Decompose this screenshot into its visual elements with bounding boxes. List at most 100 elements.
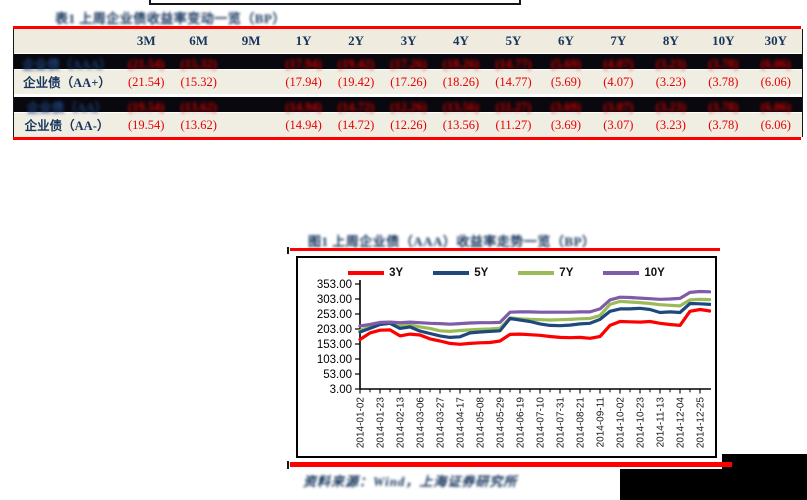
y-tick-label: 353.00 — [317, 279, 352, 291]
row-label-cell: 企业债（AA） — [14, 97, 120, 117]
table-cell: (17.94) — [277, 73, 329, 91]
table-header-cell: 9M — [241, 33, 261, 48]
y-tick-label: 203.00 — [317, 324, 352, 336]
table-title: 表1 上周企业债收益率变动一览（BP） — [55, 11, 286, 26]
table-cell: (19.42) — [330, 73, 382, 91]
table-row-redacted: 企业债（AA） (19.54) (13.62) (14.94) (14.72) (12.2… — [14, 97, 802, 115]
value-text: (12.26) — [390, 118, 427, 132]
x-tick-label: 2014-01-23 — [376, 397, 387, 449]
top-partial-rule-left-stub — [149, 0, 151, 5]
table-cell: (15.32) — [172, 55, 224, 73]
table-cell: (3.78) — [697, 98, 749, 116]
chart-top-rule — [290, 248, 720, 251]
table-header-cell: 30Y — [764, 33, 787, 48]
x-tick-label: 2014-06-19 — [516, 397, 527, 449]
x-tick-label: 2014-10-02 — [616, 397, 627, 449]
table-header-cell: 3Y — [400, 33, 417, 48]
value-text: (14.94) — [285, 118, 322, 132]
legend-swatch — [518, 271, 555, 275]
legend-swatch — [348, 271, 385, 275]
value-text: (18.26) — [442, 75, 480, 89]
x-tick-label: 2014-07-31 — [556, 397, 567, 449]
x-tick-label: 2014-02-13 — [396, 397, 407, 449]
table-cell: (17.26) — [382, 73, 434, 91]
x-tick-label: 2014-10-23 — [636, 397, 647, 449]
value-text: (13.62) — [180, 100, 217, 114]
table-cell: (19.42) — [330, 55, 382, 73]
row-label: 企业债（AA-） — [24, 119, 110, 133]
table-cell: (14.72) — [330, 98, 382, 116]
yield-change-table: 3M 6M 9M 1Y 2Y 3Y 4Y 5Y 6Y 7Y 8Y 10Y 30Y 企业债（AAA） (21.… — [13, 29, 803, 137]
table-header-cell: 6M — [189, 33, 209, 48]
value-text: (17.94) — [285, 75, 322, 89]
table-cell: (19.54) — [120, 116, 172, 134]
value-text: (17.94) — [285, 57, 322, 71]
value-text: (6.06) — [760, 75, 791, 89]
value-text: (21.54) — [128, 57, 165, 71]
table-cell: (6.06) — [750, 98, 802, 116]
table-cell: (17.94) — [277, 55, 329, 73]
x-tick-label: 2014-09-11 — [596, 397, 607, 448]
y-tick-label: 153.00 — [317, 339, 352, 351]
series-line-5y — [358, 301, 711, 340]
table-cell: (4.07) — [592, 55, 644, 73]
table-cell: (21.54) — [120, 73, 172, 91]
legend-item-10y: 10Y — [603, 267, 665, 279]
row-label: 企业债（AA） — [26, 101, 108, 115]
table-cell: (3.07) — [592, 116, 644, 134]
value-text: (14.77) — [495, 57, 532, 71]
table-cell: (5.69) — [540, 73, 592, 91]
value-text: (6.06) — [760, 100, 791, 114]
y-tick-label: 3.00 — [330, 384, 352, 396]
table-header-cell: 4Y — [453, 33, 469, 48]
value-text: (18.26) — [442, 57, 480, 71]
legend-item-5y: 5Y — [433, 267, 488, 279]
value-text: (3.23) — [655, 57, 686, 71]
row-label: 企业债（AA+） — [23, 76, 111, 90]
value-text: (17.26) — [390, 57, 427, 71]
legend-label: 5Y — [474, 267, 489, 279]
top-partial-rule — [150, 3, 520, 5]
y-tick-label: 103.00 — [317, 354, 352, 366]
table-header-cell: 2Y — [348, 33, 365, 48]
value-text: (14.94) — [285, 100, 322, 114]
table-cell: (19.54) — [120, 98, 172, 116]
legend-item-7y: 7Y — [518, 267, 573, 279]
table-bottom-rule — [13, 137, 801, 140]
table-row-redacted: 企业债（AAA） (21.54) (15.32) (17.94) (19.42) (17.… — [14, 54, 802, 72]
table-cell: (3.69) — [540, 116, 592, 134]
table-cell: (13.62) — [172, 98, 224, 116]
x-tick-label: 2014-01-02 — [356, 397, 367, 449]
table-cell: (3.78) — [697, 116, 749, 134]
table-cell: (3.78) — [697, 73, 749, 91]
table-header-cell: 3M — [136, 33, 156, 48]
legend-label: 7Y — [559, 267, 574, 279]
table-header-cell: 8Y — [662, 33, 679, 48]
value-text: (13.56) — [442, 100, 480, 114]
table-cell: (6.06) — [750, 73, 802, 91]
value-text: (14.72) — [337, 118, 375, 132]
chart-title: 图1 上周企业债（AAA）收益率走势一览（BP） — [308, 234, 596, 249]
legend-item-3y: 3Y — [348, 267, 403, 279]
table-cell: (3.78) — [697, 55, 749, 73]
value-text: (3.69) — [550, 100, 582, 114]
value-text: (3.78) — [708, 100, 739, 114]
table-cell: (6.06) — [750, 55, 802, 73]
table-cell: (14.77) — [487, 55, 539, 73]
value-text: (5.69) — [550, 57, 582, 71]
x-tick-label: 2014-05-29 — [496, 397, 507, 449]
legend-swatch — [433, 271, 470, 275]
value-text: (13.56) — [442, 118, 480, 132]
source-caption: 资料来源：Wind，上海证券研究所 — [303, 474, 518, 489]
table-header-cell: 5Y — [505, 33, 522, 48]
x-tick-label: 2014-12-04 — [676, 397, 687, 449]
value-text: (3.78) — [708, 57, 739, 71]
table-cell: (13.62) — [172, 116, 224, 134]
value-text: (3.07) — [603, 118, 634, 132]
table-row: 企业债（AA+） (21.54) (15.32) (17.94) (19.42) (17.… — [14, 70, 802, 94]
table-cell: (18.26) — [435, 73, 487, 91]
value-text: (14.72) — [337, 100, 375, 114]
table-cell: (12.26) — [382, 116, 434, 134]
table-cell: (3.07) — [592, 98, 644, 116]
left-margin-tick-top — [287, 247, 289, 254]
